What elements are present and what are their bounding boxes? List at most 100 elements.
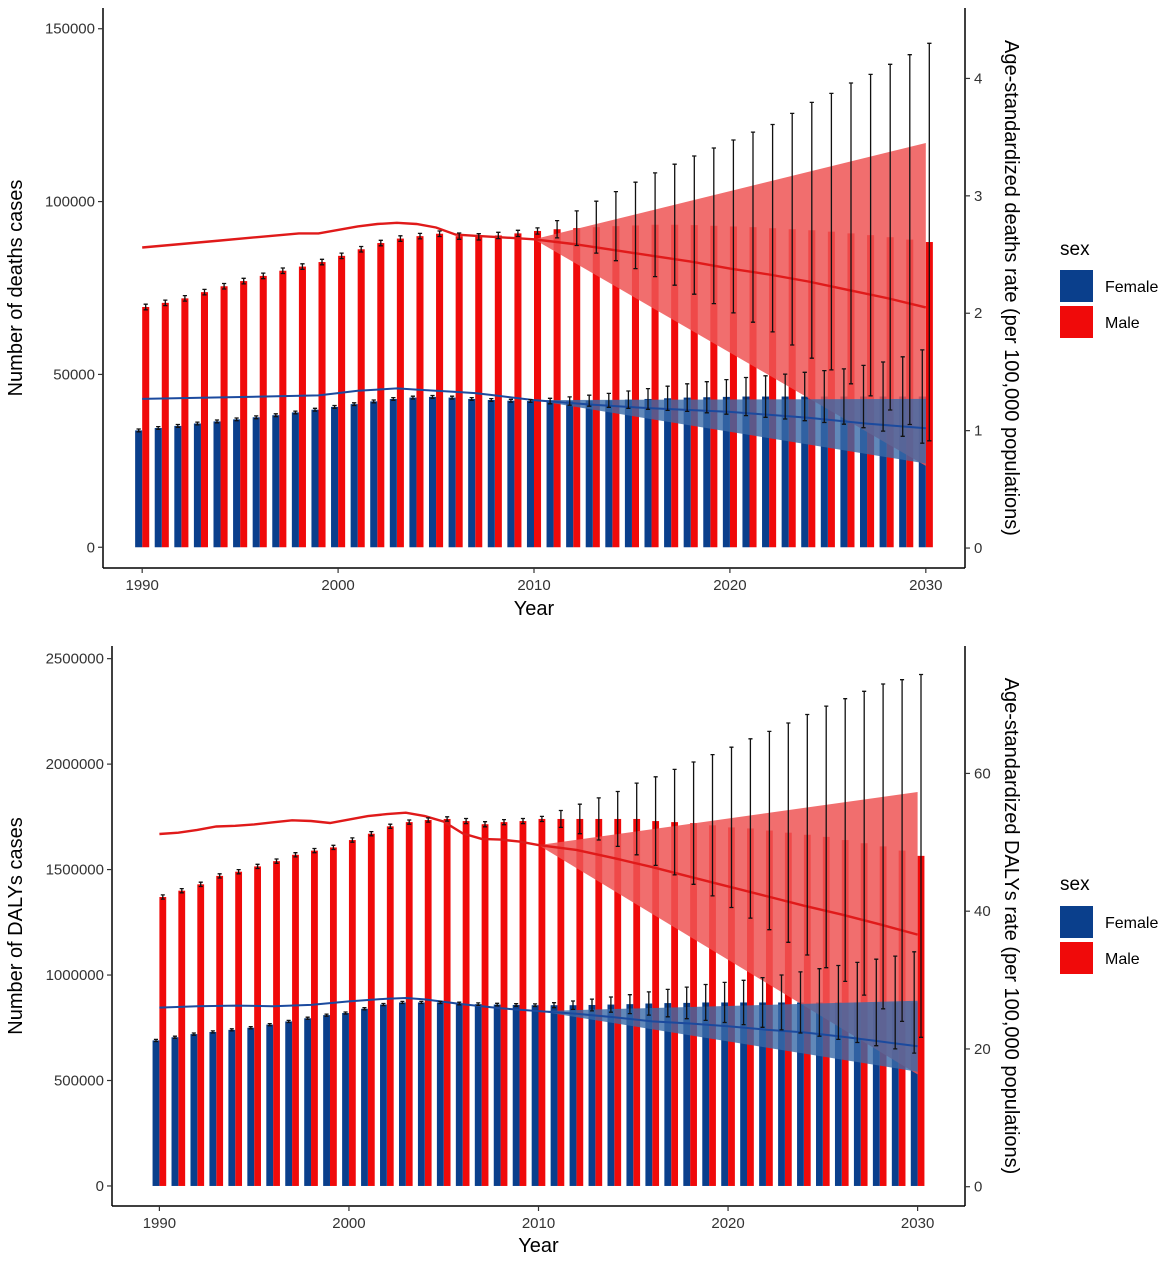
bar-female-1992	[174, 425, 182, 548]
bar-female-2025	[820, 396, 828, 548]
y2-axis-title: Age-standardized DALYs rate (per 100,000…	[1000, 678, 1022, 1175]
bar-male-1996	[259, 275, 267, 548]
errorbar-male-2030	[919, 673, 924, 1038]
errorbar-male-1990	[160, 894, 165, 900]
errorbar-female-1996	[267, 1022, 272, 1027]
y2-tick-label: 60	[974, 765, 991, 782]
bar-female-1999	[323, 1015, 330, 1186]
errorbar-male-2009	[520, 817, 525, 825]
errorbar-female-2014	[606, 392, 611, 408]
x-tick-label: 2020	[711, 1215, 744, 1232]
bar-female-2014	[605, 400, 613, 548]
errorbar-female-2006	[457, 1001, 462, 1006]
bar-male-2017	[671, 224, 679, 548]
errorbar-male-1998	[300, 263, 305, 270]
bar-female-2008	[493, 1004, 501, 1186]
bar-female-1996	[252, 417, 260, 548]
errorbar-female-1990	[136, 428, 141, 433]
errorbar-female-2015	[626, 390, 631, 409]
bar-female-1995	[233, 419, 241, 548]
bar-female-2021	[742, 396, 750, 548]
x-tick-label: 2010	[522, 1215, 555, 1232]
errorbar-female-2011	[552, 1002, 557, 1009]
rate-line-female	[142, 387, 926, 430]
errorbar-female-1999	[324, 1013, 329, 1017]
errorbar-male-2007	[483, 821, 488, 828]
errorbar-male-2020	[731, 139, 736, 314]
bar-female-1998	[291, 412, 299, 548]
errorbar-female-1994	[229, 1028, 234, 1032]
errorbar-male-2030	[927, 42, 932, 442]
bar-female-1995	[247, 1027, 255, 1186]
bar-female-2001	[350, 404, 358, 548]
errorbar-male-2014	[613, 190, 618, 262]
y-tick-label: 100000	[45, 194, 95, 211]
bar-female-2017	[664, 398, 672, 548]
bar-male-1994	[220, 286, 228, 548]
errorbar-female-1995	[248, 1026, 253, 1030]
bar-male-2000	[348, 840, 356, 1186]
bar-female-2004	[417, 1002, 425, 1186]
bar-female-2014	[607, 1004, 615, 1186]
errorbar-male-2003	[407, 819, 412, 825]
errorbar-female-2005	[430, 394, 435, 399]
x-tick-label: 2000	[321, 577, 354, 594]
error-bars-group	[136, 42, 932, 444]
errorbar-female-1992	[175, 423, 180, 428]
bar-female-2026	[840, 396, 848, 548]
errorbar-female-2022	[763, 375, 768, 418]
bar-male-2019	[710, 225, 718, 548]
bar-male-2013	[592, 227, 600, 548]
bar-male-1999	[329, 847, 337, 1186]
bar-male-2008	[494, 235, 502, 548]
errorbar-female-2002	[381, 1002, 386, 1007]
bar-male-2006	[462, 821, 470, 1186]
rate-lines-group	[159, 792, 918, 1075]
bar-female-2015	[624, 399, 632, 548]
errorbar-female-1999	[312, 407, 318, 412]
bar-female-2025	[816, 1002, 823, 1186]
errorbar-female-2012	[567, 396, 572, 406]
errorbar-female-1995	[234, 417, 239, 422]
errorbar-male-2012	[577, 803, 582, 835]
bar-female-1996	[266, 1024, 274, 1186]
errorbar-female-2019	[704, 381, 709, 414]
errorbar-male-2025	[829, 92, 834, 371]
bar-female-1991	[171, 1037, 179, 1186]
bar-male-2020	[729, 226, 737, 548]
errorbar-male-2019	[710, 753, 715, 897]
y2-tick-label: 3	[974, 188, 982, 205]
errorbar-male-2002	[388, 823, 393, 830]
bar-female-2020	[721, 1002, 729, 1186]
bar-male-2015	[633, 818, 641, 1186]
y2-tick-label: 1	[974, 423, 982, 440]
errorbar-male-2013	[594, 200, 599, 254]
errorbar-male-2026	[843, 698, 848, 983]
x-axis-title: Year	[514, 598, 555, 620]
y-tick-label: 0	[87, 539, 95, 556]
errorbar-female-2021	[743, 376, 749, 417]
errorbar-male-2016	[653, 172, 658, 278]
bar-female-2010	[531, 1005, 539, 1186]
errorbar-male-2023	[786, 722, 791, 943]
errorbar-male-2011	[558, 809, 563, 829]
legend-swatch-male	[1060, 942, 1093, 974]
bar-male-1992	[197, 884, 205, 1186]
bar-male-1991	[161, 302, 169, 548]
errorbar-male-2010	[535, 227, 540, 235]
bar-female-1997	[272, 415, 280, 548]
errorbar-female-1991	[172, 1035, 177, 1039]
error-bars-group	[153, 673, 924, 1054]
bar-female-2005	[428, 396, 437, 548]
errorbar-female-2000	[343, 1011, 348, 1015]
errorbar-male-2024	[809, 101, 814, 359]
errorbar-female-1997	[273, 413, 278, 418]
errorbar-female-2024	[802, 371, 807, 422]
errorbar-female-2014	[608, 996, 613, 1013]
bar-male-2022	[769, 228, 777, 548]
errorbar-male-1999	[319, 258, 325, 266]
y-tick-label: 0	[96, 1178, 104, 1195]
bar-female-2017	[664, 1003, 672, 1186]
errorbar-male-2000	[339, 252, 344, 260]
